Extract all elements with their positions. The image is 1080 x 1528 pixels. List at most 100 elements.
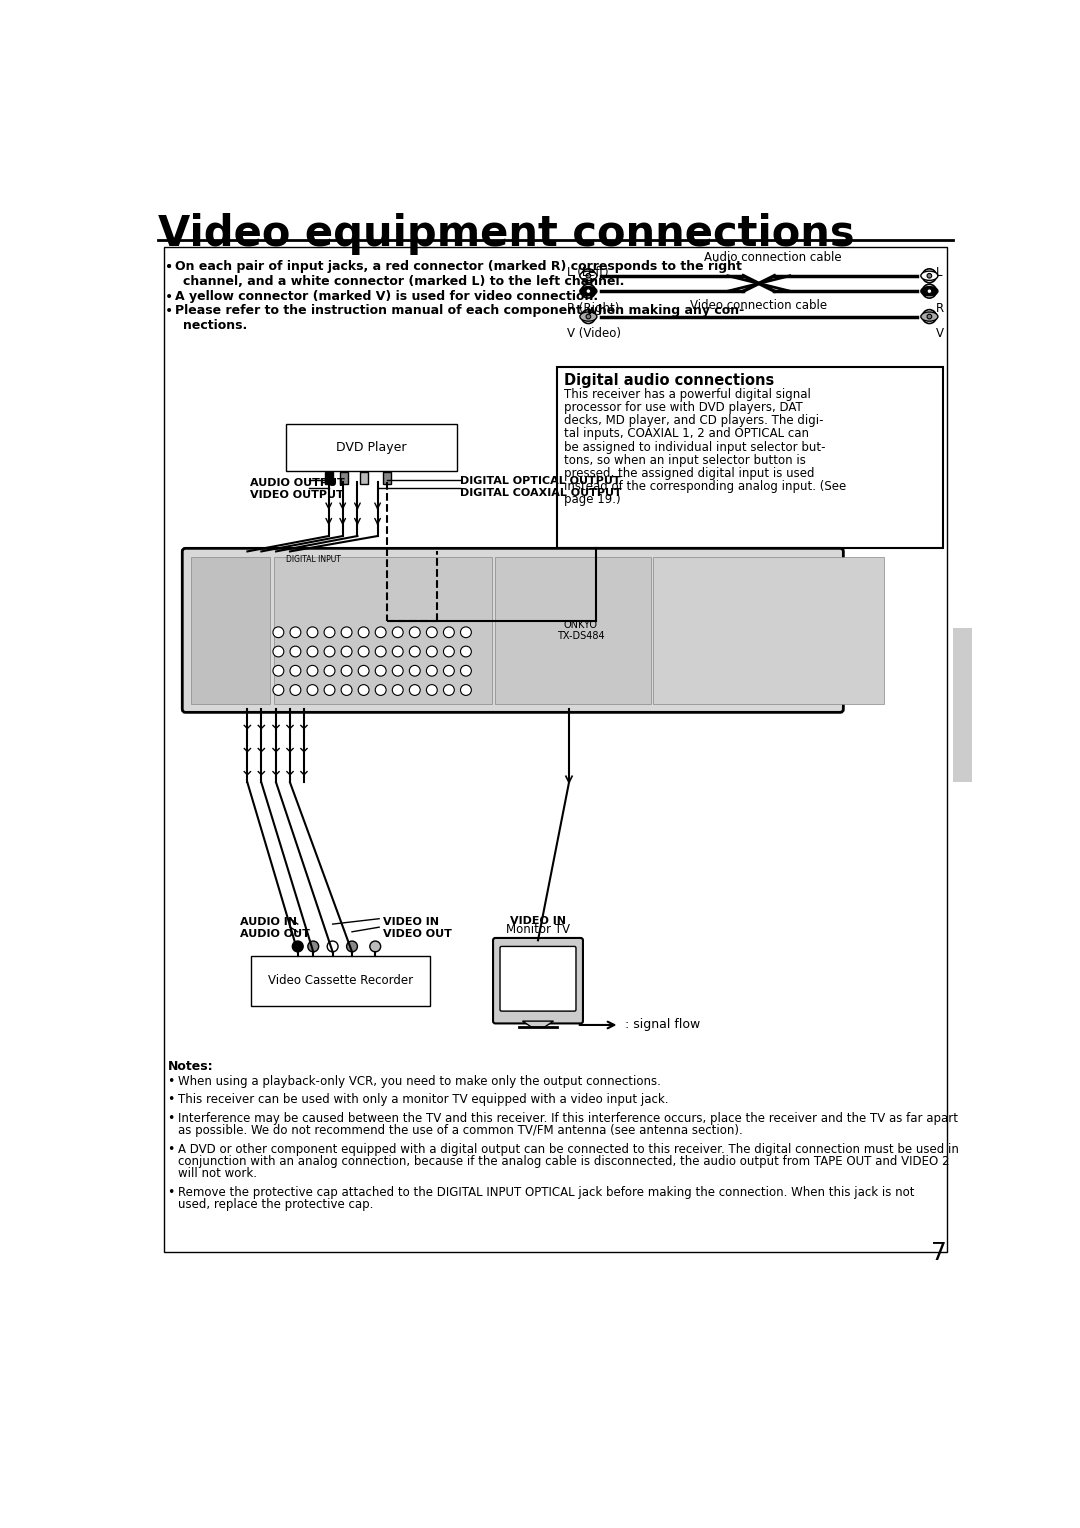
Text: used, replace the protective cap.: used, replace the protective cap. <box>177 1198 373 1212</box>
Text: This receiver can be used with only a monitor TV equipped with a video input jac: This receiver can be used with only a mo… <box>177 1094 669 1106</box>
Circle shape <box>375 626 387 637</box>
Circle shape <box>586 274 591 278</box>
Text: •: • <box>167 1112 175 1125</box>
Circle shape <box>341 646 352 657</box>
Circle shape <box>444 665 455 677</box>
Text: L: L <box>935 266 942 280</box>
Circle shape <box>460 665 471 677</box>
Text: A yellow connector (marked V) is used for video connection.: A yellow connector (marked V) is used fo… <box>175 290 598 303</box>
Text: as possible. We do not recommend the use of a common TV/FM antenna (see antenna : as possible. We do not recommend the use… <box>177 1125 742 1137</box>
Text: AUDIO OUT: AUDIO OUT <box>240 929 310 938</box>
Ellipse shape <box>580 312 597 321</box>
Text: •: • <box>164 290 173 304</box>
Polygon shape <box>252 955 430 1005</box>
Circle shape <box>273 646 284 657</box>
FancyBboxPatch shape <box>653 556 883 704</box>
Circle shape <box>409 646 420 657</box>
Circle shape <box>927 315 932 319</box>
Text: Digital audio connections: Digital audio connections <box>564 373 774 388</box>
Circle shape <box>427 626 437 637</box>
Text: channel, and a white connector (marked L) to the left channel.: channel, and a white connector (marked L… <box>183 275 624 287</box>
Text: decks, MD player, and CD players. The digi-: decks, MD player, and CD players. The di… <box>564 414 823 428</box>
Text: : signal flow: : signal flow <box>625 1019 700 1031</box>
FancyBboxPatch shape <box>325 472 333 484</box>
Text: R: R <box>935 303 944 315</box>
Circle shape <box>586 289 591 293</box>
Circle shape <box>409 685 420 695</box>
Text: VIDEO IN: VIDEO IN <box>383 917 438 927</box>
Circle shape <box>444 685 455 695</box>
Text: DIGITAL COAXIAL OUTPUT: DIGITAL COAXIAL OUTPUT <box>460 487 622 498</box>
Circle shape <box>347 941 357 952</box>
Text: When using a playback-only VCR, you need to make only the output connections.: When using a playback-only VCR, you need… <box>177 1076 661 1088</box>
Text: tal inputs, COAXIAL 1, 2 and OPTICAL can: tal inputs, COAXIAL 1, 2 and OPTICAL can <box>564 428 809 440</box>
Circle shape <box>308 941 319 952</box>
Circle shape <box>341 685 352 695</box>
Text: ONKYO
TX-DS484: ONKYO TX-DS484 <box>557 619 605 642</box>
Polygon shape <box>523 1021 554 1027</box>
Circle shape <box>359 646 369 657</box>
Ellipse shape <box>921 312 937 321</box>
Circle shape <box>427 665 437 677</box>
FancyBboxPatch shape <box>183 549 843 712</box>
Circle shape <box>375 646 387 657</box>
Circle shape <box>409 626 420 637</box>
Text: A DVD or other component equipped with a digital output can be connected to this: A DVD or other component equipped with a… <box>177 1143 959 1155</box>
Text: pressed, the assigned digital input is used: pressed, the assigned digital input is u… <box>564 466 814 480</box>
Text: AUDIO IN: AUDIO IN <box>240 917 297 927</box>
Polygon shape <box>286 425 457 471</box>
Text: 7: 7 <box>931 1241 947 1265</box>
Ellipse shape <box>921 287 937 296</box>
FancyBboxPatch shape <box>500 946 576 1012</box>
Text: processor for use with DVD players, DAT: processor for use with DVD players, DAT <box>564 402 802 414</box>
Text: On each pair of input jacks, a red connector (marked R) corresponds to the right: On each pair of input jacks, a red conne… <box>175 260 742 274</box>
Circle shape <box>324 626 335 637</box>
Circle shape <box>341 665 352 677</box>
Circle shape <box>427 646 437 657</box>
Polygon shape <box>557 367 943 547</box>
Circle shape <box>291 685 301 695</box>
FancyBboxPatch shape <box>360 472 367 484</box>
Circle shape <box>273 685 284 695</box>
Circle shape <box>444 646 455 657</box>
Text: L (Left): L (Left) <box>567 266 608 280</box>
FancyBboxPatch shape <box>340 472 348 484</box>
Text: page 19.): page 19.) <box>564 494 620 506</box>
Circle shape <box>460 685 471 695</box>
Circle shape <box>586 315 591 319</box>
Text: •: • <box>164 304 173 318</box>
Circle shape <box>324 646 335 657</box>
Text: VIDEO IN: VIDEO IN <box>510 917 566 926</box>
Circle shape <box>392 685 403 695</box>
Text: This receiver has a powerful digital signal: This receiver has a powerful digital sig… <box>564 388 810 402</box>
Text: Video connection cable: Video connection cable <box>690 299 827 312</box>
Text: Notes:: Notes: <box>167 1059 213 1073</box>
Circle shape <box>359 685 369 695</box>
Circle shape <box>273 626 284 637</box>
Circle shape <box>359 626 369 637</box>
Circle shape <box>392 665 403 677</box>
Circle shape <box>460 646 471 657</box>
Text: Remove the protective cap attached to the DIGITAL INPUT OPTICAL jack before maki: Remove the protective cap attached to th… <box>177 1186 914 1199</box>
Ellipse shape <box>580 287 597 296</box>
Circle shape <box>273 665 284 677</box>
Text: •: • <box>167 1143 175 1155</box>
Text: DVD Player: DVD Player <box>336 442 407 454</box>
Text: Video equipment connections: Video equipment connections <box>159 212 855 255</box>
Text: VIDEO OUT: VIDEO OUT <box>383 929 451 938</box>
Circle shape <box>293 941 303 952</box>
Circle shape <box>307 626 318 637</box>
Circle shape <box>375 665 387 677</box>
Text: •: • <box>164 260 173 275</box>
FancyBboxPatch shape <box>494 938 583 1024</box>
Circle shape <box>369 941 380 952</box>
Circle shape <box>927 274 932 278</box>
Text: VIDEO OUTPUT: VIDEO OUTPUT <box>249 490 343 500</box>
Text: •: • <box>167 1186 175 1199</box>
Text: Please refer to the instruction manual of each component when making any con-: Please refer to the instruction manual o… <box>175 304 744 318</box>
Circle shape <box>444 626 455 637</box>
Text: will not work.: will not work. <box>177 1167 257 1181</box>
Circle shape <box>341 626 352 637</box>
Circle shape <box>927 289 932 293</box>
FancyBboxPatch shape <box>383 472 391 484</box>
